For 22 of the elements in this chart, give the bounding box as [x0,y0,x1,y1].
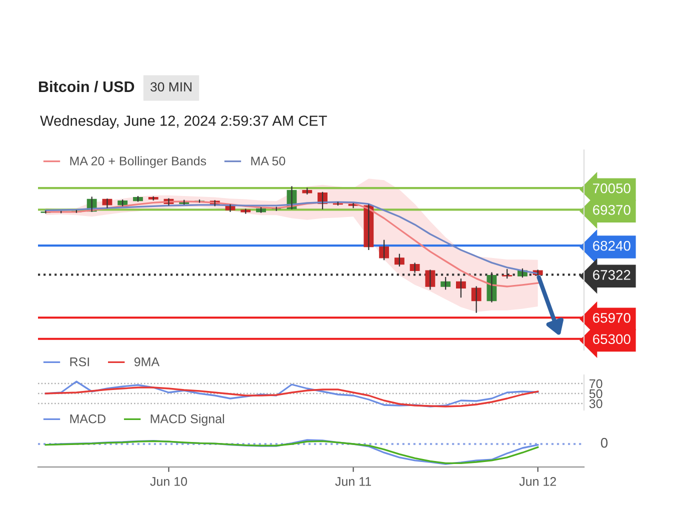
text: 0 [600,438,608,448]
y-tick-label: 65970 [593,312,630,323]
y-tick-label: 69370 [593,205,630,215]
y-tick-label: 65300 [593,334,630,344]
y-tick-label: 50 [589,389,602,398]
chart-title: Bitcoin / USD [39,80,134,92]
x-tick-label: Jun 12 [519,477,556,486]
series-label: MACD [70,414,106,424]
legend-label: 9MA [134,357,160,366]
legend-label: RSI [70,357,89,366]
chart-subtitle: 30 MIN [150,82,192,92]
text: Wednesday, June 12, 2024 2:59:37 AM CET [40,115,327,129]
y-tick-label: 68240 [593,240,630,251]
legend-label: MA 20 + Bollinger Bands [70,156,206,168]
legend-label: MACD Signal [150,414,224,426]
x-tick-label: Jun 11 [335,477,371,486]
legend-label: MA 50 [251,156,286,166]
y-tick-label: 70 [590,379,602,388]
y-tick-label: 67322 [593,270,630,280]
y-tick-label: 30 [589,399,602,408]
x-tick-label: Jun 10 [150,477,188,486]
y-tick-label: 70050 [593,183,630,194]
